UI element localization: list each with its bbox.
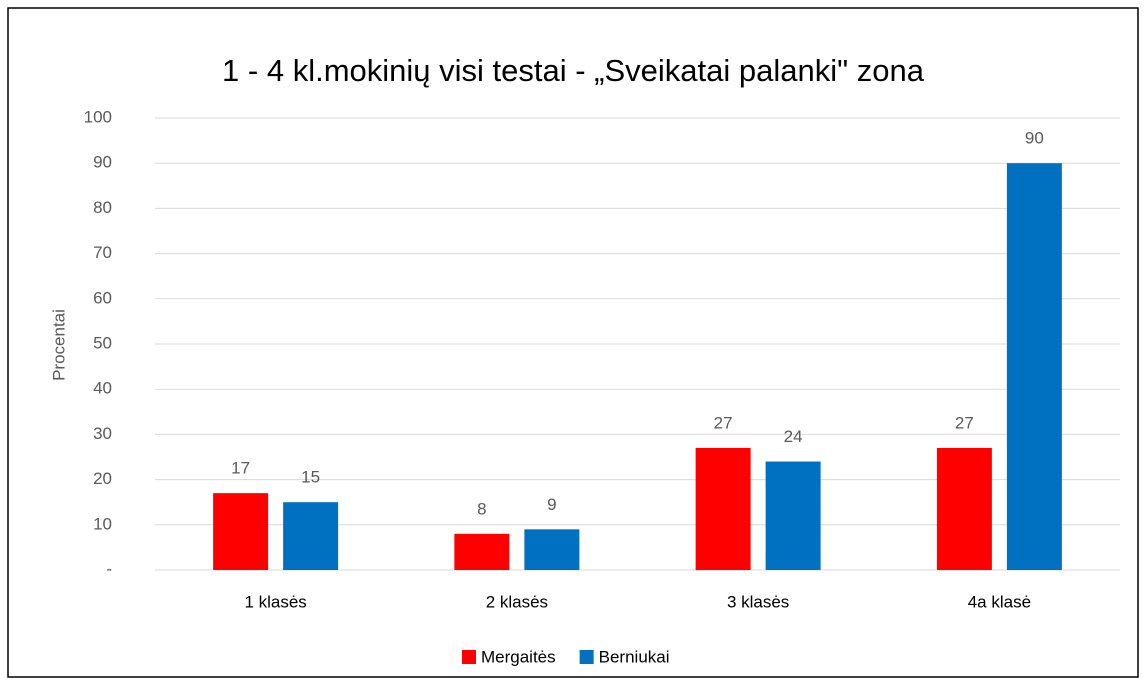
- y-tick-label: 10: [93, 514, 112, 533]
- data-label: 8: [477, 499, 486, 518]
- bar: [213, 493, 269, 570]
- y-tick-label: -: [106, 559, 112, 578]
- y-tick-label: 50: [93, 333, 112, 352]
- data-label: 90: [1025, 129, 1044, 148]
- bar: [454, 533, 510, 570]
- y-tick-label: 40: [93, 379, 112, 398]
- legend-label: Berniukai: [599, 647, 670, 666]
- x-tick-label: 4a klasė: [968, 592, 1031, 611]
- y-tick-label: 90: [93, 153, 112, 172]
- data-label: 15: [301, 468, 320, 487]
- bar: [695, 447, 751, 570]
- y-tick-label: 60: [93, 288, 112, 307]
- bar: [283, 502, 339, 570]
- bar: [524, 529, 580, 570]
- data-label: 27: [955, 413, 974, 432]
- legend-label: Mergaitės: [481, 647, 556, 666]
- data-label: 17: [231, 459, 250, 478]
- bar: [1006, 163, 1062, 570]
- bar: [936, 447, 992, 570]
- data-label: 24: [784, 427, 803, 446]
- y-axis-label: Procentai: [49, 309, 68, 381]
- legend-swatch: [462, 650, 476, 664]
- x-tick-label: 1 klasės: [244, 592, 306, 611]
- chart-title: 1 - 4 kl.mokinių visi testai - „Sveikata…: [222, 53, 925, 88]
- x-tick-label: 3 klasės: [727, 592, 789, 611]
- bar: [765, 461, 821, 570]
- x-tick-label: 2 klasės: [486, 592, 548, 611]
- y-tick-label: 100: [84, 107, 112, 126]
- legend-swatch: [579, 650, 594, 664]
- y-tick-label: 20: [93, 469, 112, 488]
- y-tick-label: 80: [93, 198, 112, 217]
- data-label: 9: [547, 495, 556, 514]
- y-tick-label: 70: [93, 243, 112, 262]
- y-tick-label: 30: [93, 424, 112, 443]
- chart-border: [7, 7, 1139, 678]
- data-label: 27: [714, 413, 733, 432]
